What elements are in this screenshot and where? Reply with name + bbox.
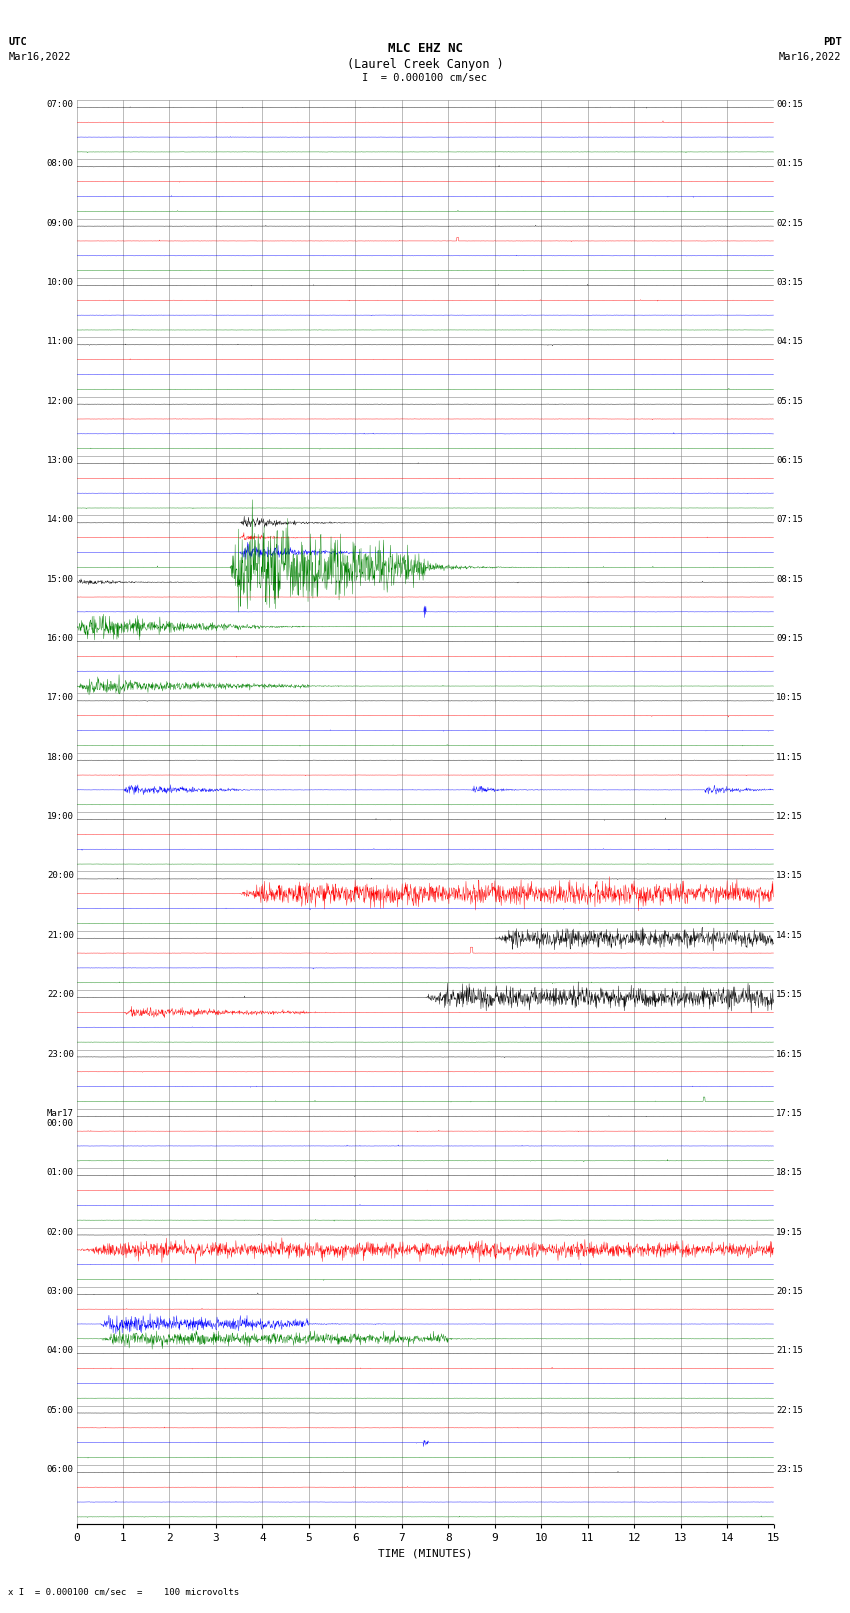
Text: Mar16,2022: Mar16,2022 — [779, 52, 842, 61]
Text: MLC EHZ NC: MLC EHZ NC — [388, 42, 462, 55]
Text: UTC: UTC — [8, 37, 27, 47]
Text: x I  = 0.000100 cm/sec  =    100 microvolts: x I = 0.000100 cm/sec = 100 microvolts — [8, 1587, 240, 1597]
X-axis label: TIME (MINUTES): TIME (MINUTES) — [377, 1548, 473, 1558]
Text: (Laurel Creek Canyon ): (Laurel Creek Canyon ) — [347, 58, 503, 71]
Text: I  = 0.000100 cm/sec: I = 0.000100 cm/sec — [362, 73, 488, 82]
Text: Mar16,2022: Mar16,2022 — [8, 52, 71, 61]
Text: PDT: PDT — [823, 37, 842, 47]
